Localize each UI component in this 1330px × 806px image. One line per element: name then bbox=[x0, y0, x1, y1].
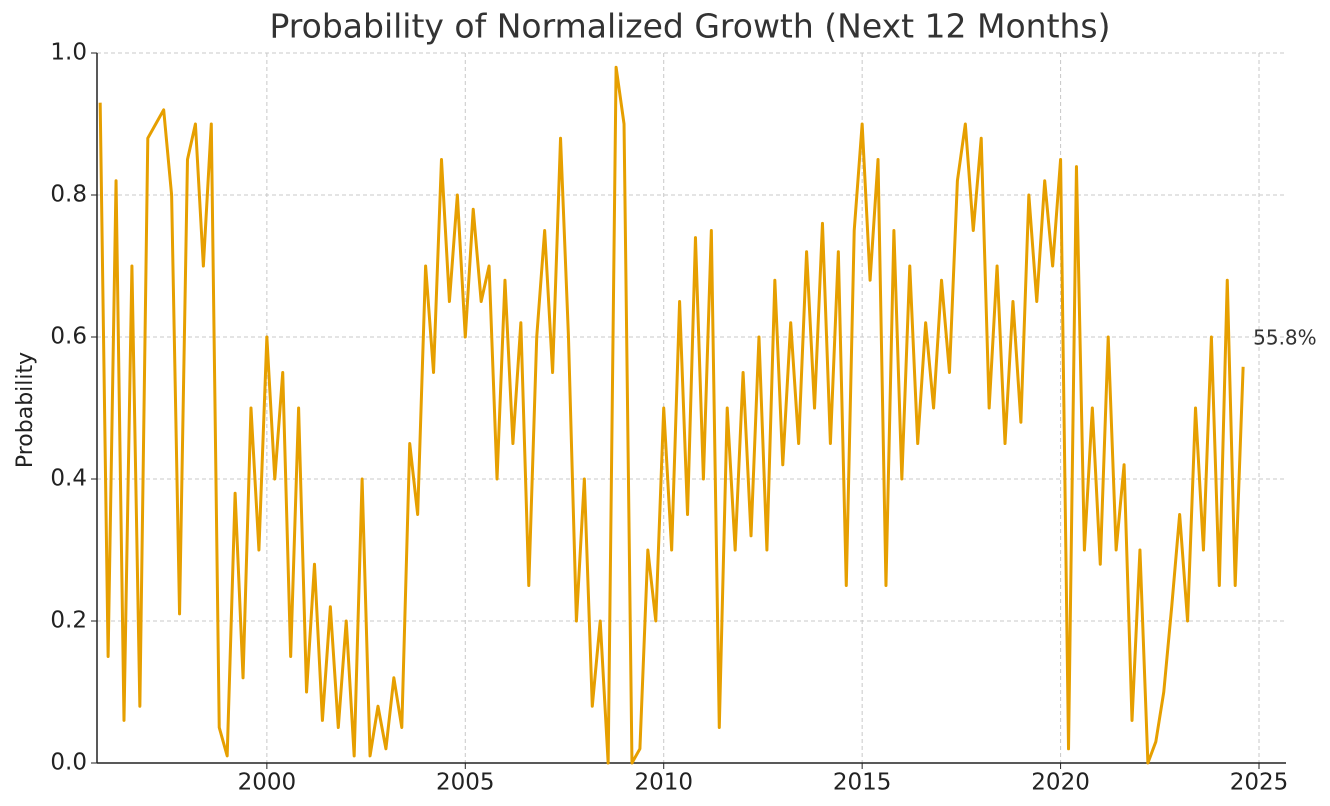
y-tick-label: 1.0 bbox=[50, 40, 87, 66]
y-tick-label: 0.0 bbox=[50, 750, 87, 776]
x-tick-label: 2005 bbox=[436, 770, 495, 796]
x-tick-label: 2000 bbox=[238, 770, 297, 796]
x-tick-label: 2015 bbox=[833, 770, 892, 796]
x-tick-label: 2020 bbox=[1031, 770, 1090, 796]
chart-title: Probability of Normalized Growth (Next 1… bbox=[269, 7, 1110, 46]
y-tick-label: 0.8 bbox=[50, 182, 87, 208]
y-tick-label: 0.6 bbox=[50, 324, 87, 350]
y-tick-label: 0.4 bbox=[50, 466, 87, 492]
annotation: 55.8% bbox=[1253, 325, 1317, 349]
x-tick-label: 2010 bbox=[634, 770, 693, 796]
x-tick-label: 2025 bbox=[1230, 770, 1289, 796]
y-tick-label: 0.2 bbox=[50, 608, 87, 634]
y-axis-label: Probability bbox=[13, 352, 38, 468]
line-series bbox=[98, 65, 1245, 765]
